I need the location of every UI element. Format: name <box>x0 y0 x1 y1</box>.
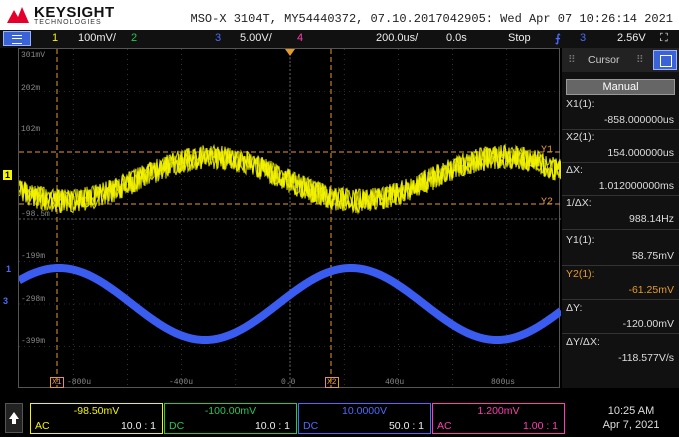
y1-value[interactable]: 58.75mV <box>631 250 674 262</box>
arrow-up-icon <box>9 412 19 424</box>
dy-label: ΔY: <box>566 302 583 314</box>
clock-date: Apr 7, 2021 <box>602 419 660 431</box>
x1-label: X1(1): <box>566 98 595 110</box>
ch1-scale[interactable]: 100mV/ <box>78 32 116 44</box>
x-label-5: 400u <box>385 378 405 387</box>
ch3-trace <box>19 264 561 344</box>
dydx-label: ΔY/ΔX: <box>566 336 600 348</box>
divider <box>562 299 679 300</box>
inv-dx-value: 988.14Hz <box>629 213 674 225</box>
x1-value[interactable]: -858.000000us <box>603 114 674 126</box>
ch3-probe-ratio: 50.0 : 1 <box>388 420 424 432</box>
ch3-info-box[interactable]: 10.0000V DC 50.0 : 1 <box>298 403 431 434</box>
brand-name: KEYSIGHT <box>34 4 115 21</box>
cursor-mode-button[interactable]: Manual <box>566 79 675 95</box>
ch3-offset: 10.0000V <box>342 405 387 417</box>
ch1-ground-marker[interactable]: 1 <box>3 170 13 180</box>
y-label-3: -98.5m <box>21 210 50 219</box>
clock: 10:25 AM Apr 7, 2021 <box>591 405 671 431</box>
x-label-2: -400u <box>169 378 194 387</box>
drag-handle-icon-2[interactable]: ⠿ <box>636 54 644 66</box>
ch4-probe-ratio: 1.00 : 1 <box>522 420 558 432</box>
waveform-svg <box>19 49 561 389</box>
y2-value[interactable]: -61.25mV <box>628 284 674 296</box>
keysight-logo-icon <box>7 7 29 23</box>
y-label-5: -298m <box>21 295 46 304</box>
x-label-6: 800us <box>491 378 516 387</box>
divider <box>562 265 679 266</box>
inv-dx-label: 1/ΔX: <box>566 197 592 209</box>
x1-cursor-label[interactable]: X1 <box>50 377 64 388</box>
dx-label: ΔX: <box>566 164 583 176</box>
device-info: MSO-X 3104T, MY54440372, 07.10.201704290… <box>190 12 673 26</box>
ch4-number[interactable]: 4 <box>297 32 304 44</box>
divider <box>562 195 679 196</box>
dx-value: 1.012000000ms <box>598 180 674 192</box>
cursor-panel-header: ⠿ Cursor ⠿ <box>562 48 679 72</box>
drag-handle-icon[interactable]: ⠿ <box>568 54 576 66</box>
channel-footer <box>0 388 679 437</box>
trigger-level[interactable]: 2.56V <box>617 32 646 44</box>
clock-time: 10:25 AM <box>607 405 655 417</box>
x2-value[interactable]: 154.000000us <box>607 147 674 159</box>
ch4-coupling: AC <box>437 420 452 432</box>
ch1-info-box[interactable]: -98.50mV AC 10.0 : 1 <box>30 403 163 434</box>
ch2-number[interactable]: 2 <box>131 32 138 44</box>
ch1-trace <box>19 144 561 213</box>
trigger-source[interactable]: 3 <box>580 32 587 44</box>
divider <box>562 229 679 230</box>
y2-label: Y2(1): <box>566 268 595 280</box>
y1-cursor-label[interactable]: Y1 <box>541 145 554 156</box>
y1-label: Y1(1): <box>566 234 595 246</box>
cursor-panel: ⠿ Cursor ⠿ Manual X1(1): -858.000000us X… <box>562 48 679 388</box>
y-label-2: 102m <box>21 125 41 134</box>
ch3-number[interactable]: 3 <box>215 32 222 44</box>
y-label-4: -199m <box>21 252 46 261</box>
fullscreen-icon[interactable]: ⛶ <box>660 32 668 44</box>
dydx-value: -118.577V/s <box>618 352 674 364</box>
trigger-position-marker <box>285 49 295 56</box>
ch1-offset: -98.50mV <box>73 405 120 417</box>
ch1-number[interactable]: 1 <box>52 32 59 44</box>
ch4-offset: 1.200mV <box>477 405 520 417</box>
ch1-coupling: AC <box>35 420 50 432</box>
ch3-offset-marker[interactable]: 3 <box>3 296 9 306</box>
brand-subtitle: TECHNOLOGIES <box>34 19 102 26</box>
divider <box>562 162 679 163</box>
timebase-scale[interactable]: 200.0us/ <box>376 32 419 44</box>
ch2-coupling: DC <box>169 420 185 432</box>
x2-label: X2(1): <box>566 131 595 143</box>
divider <box>562 333 679 334</box>
waveform-display[interactable]: 301mV 202m 102m -98.5m -199m -298m -399m… <box>18 48 561 389</box>
dy-value: -120.00mV <box>622 318 674 330</box>
ch2-offset: -100.00mV <box>204 405 257 417</box>
status-toolbar: 1 100mV/ 2 3 5.00V/ 4 200.0us/ 0.0s Stop… <box>0 30 679 48</box>
time-delay[interactable]: 0.0s <box>446 32 467 44</box>
divider <box>562 129 679 130</box>
cursor-panel-title: Cursor <box>588 54 620 66</box>
panel-menu-button[interactable] <box>653 50 677 70</box>
expand-up-button[interactable] <box>5 403 23 433</box>
title-bar: KEYSIGHT TECHNOLOGIES MSO-X 3104T, MY544… <box>0 0 679 30</box>
ch2-probe-ratio: 10.0 : 1 <box>254 420 290 432</box>
y-label-1: 202m <box>21 84 41 93</box>
x2-cursor-label[interactable]: X2 <box>325 377 339 388</box>
ch3-coupling: DC <box>303 420 319 432</box>
ch3-ground-marker[interactable]: 1 <box>6 264 12 274</box>
ch1-probe-ratio: 10.0 : 1 <box>120 420 156 432</box>
y-label-6: -399m <box>21 337 46 346</box>
ch1-trace <box>19 143 561 214</box>
ch3-scale[interactable]: 5.00V/ <box>240 32 272 44</box>
x-label-1: -800u <box>67 378 92 387</box>
ch2-info-box[interactable]: -100.00mV DC 10.0 : 1 <box>164 403 297 434</box>
trigger-edge-icon: ⨍ <box>555 33 561 45</box>
x-label-3: 0.0 <box>281 378 296 387</box>
main-menu-button[interactable] <box>3 31 31 46</box>
y-label-0: 301mV <box>21 51 46 60</box>
ch4-info-box[interactable]: 1.200mV AC 1.00 : 1 <box>432 403 565 434</box>
y2-cursor-label[interactable]: Y2 <box>541 197 554 208</box>
run-stop-status[interactable]: Stop <box>508 32 531 44</box>
